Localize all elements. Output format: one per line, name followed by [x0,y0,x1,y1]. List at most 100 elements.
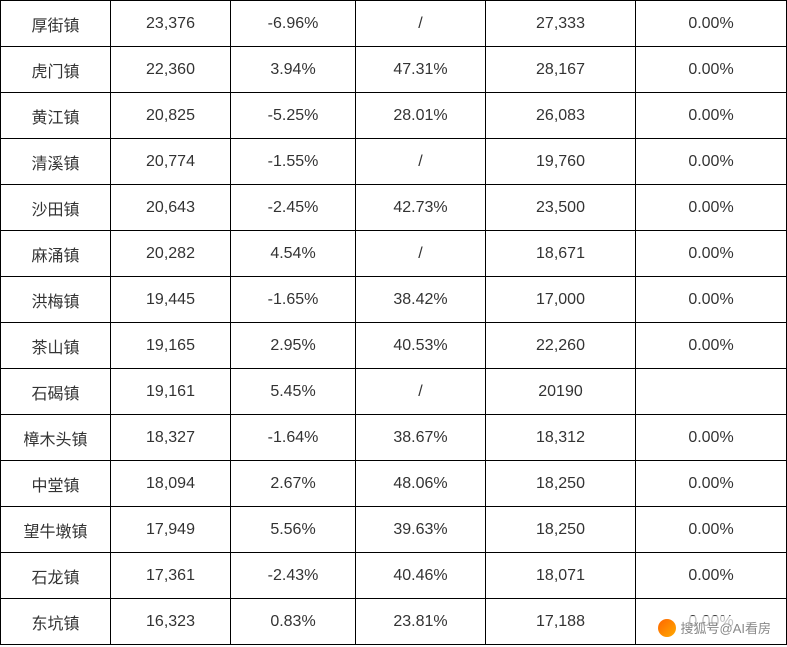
cell-value-1: 18,094 [111,461,231,507]
cell-percent-2: 38.42% [356,277,486,323]
table-row: 樟木头镇18,327-1.64%38.67%18,3120.00% [1,415,787,461]
cell-percent-3: 0.00% [636,1,787,47]
table-row: 沙田镇20,643-2.45%42.73%23,5000.00% [1,185,787,231]
watermark-text: 搜狐号@AI看房 [681,618,771,637]
cell-value-1: 23,376 [111,1,231,47]
cell-town-name: 中堂镇 [1,461,111,507]
cell-value-2: 18,250 [486,461,636,507]
cell-percent-3: 0.00% [636,507,787,553]
cell-percent-1: 3.94% [231,47,356,93]
cell-value-2: 18,312 [486,415,636,461]
cell-percent-1: 5.45% [231,369,356,415]
cell-percent-1: -2.45% [231,185,356,231]
cell-percent-1: -5.25% [231,93,356,139]
cell-town-name: 黄江镇 [1,93,111,139]
cell-percent-1: -1.64% [231,415,356,461]
cell-value-2: 23,500 [486,185,636,231]
cell-value-1: 17,949 [111,507,231,553]
cell-town-name: 麻涌镇 [1,231,111,277]
cell-percent-1: 0.83% [231,599,356,645]
cell-percent-3: 0.00% [636,231,787,277]
cell-town-name: 厚街镇 [1,1,111,47]
cell-value-2: 20190 [486,369,636,415]
cell-percent-2: / [356,139,486,185]
table-row: 洪梅镇19,445-1.65%38.42%17,0000.00% [1,277,787,323]
cell-percent-1: 4.54% [231,231,356,277]
table-row: 麻涌镇20,2824.54%/18,6710.00% [1,231,787,277]
cell-town-name: 石龙镇 [1,553,111,599]
table-body: 厚街镇23,376-6.96%/27,3330.00%虎门镇22,3603.94… [1,1,787,645]
cell-value-2: 18,671 [486,231,636,277]
cell-percent-1: -1.55% [231,139,356,185]
cell-percent-1: -1.65% [231,277,356,323]
cell-value-1: 18,327 [111,415,231,461]
cell-percent-2: 38.67% [356,415,486,461]
cell-town-name: 洪梅镇 [1,277,111,323]
table-row: 黄江镇20,825-5.25%28.01%26,0830.00% [1,93,787,139]
cell-value-2: 18,071 [486,553,636,599]
cell-value-1: 20,282 [111,231,231,277]
cell-value-2: 17,000 [486,277,636,323]
cell-value-2: 19,760 [486,139,636,185]
cell-value-2: 18,250 [486,507,636,553]
cell-value-2: 26,083 [486,93,636,139]
cell-percent-3 [636,369,787,415]
cell-percent-3: 0.00% [636,47,787,93]
cell-percent-2: 23.81% [356,599,486,645]
table-row: 石龙镇17,361-2.43%40.46%18,0710.00% [1,553,787,599]
cell-percent-2: 40.53% [356,323,486,369]
cell-town-name: 石碣镇 [1,369,111,415]
cell-percent-3: 0.00% [636,553,787,599]
table-row: 茶山镇19,1652.95%40.53%22,2600.00% [1,323,787,369]
cell-value-2: 22,260 [486,323,636,369]
cell-percent-2: 39.63% [356,507,486,553]
cell-percent-2: / [356,231,486,277]
cell-percent-1: -2.43% [231,553,356,599]
table-row: 中堂镇18,0942.67%48.06%18,2500.00% [1,461,787,507]
cell-value-1: 17,361 [111,553,231,599]
table-row: 厚街镇23,376-6.96%/27,3330.00% [1,1,787,47]
cell-percent-2: 40.46% [356,553,486,599]
cell-value-2: 17,188 [486,599,636,645]
cell-percent-3: 0.00% [636,415,787,461]
table-row: 石碣镇19,1615.45%/20190 [1,369,787,415]
cell-percent-2: 42.73% [356,185,486,231]
cell-value-1: 20,825 [111,93,231,139]
cell-percent-2: / [356,369,486,415]
table-row: 望牛墩镇17,9495.56%39.63%18,2500.00% [1,507,787,553]
cell-value-1: 16,323 [111,599,231,645]
cell-percent-2: 28.01% [356,93,486,139]
cell-percent-2: 47.31% [356,47,486,93]
cell-percent-1: -6.96% [231,1,356,47]
cell-town-name: 樟木头镇 [1,415,111,461]
cell-percent-1: 2.67% [231,461,356,507]
cell-town-name: 虎门镇 [1,47,111,93]
cell-value-1: 19,161 [111,369,231,415]
data-table: 厚街镇23,376-6.96%/27,3330.00%虎门镇22,3603.94… [0,0,787,645]
cell-value-2: 28,167 [486,47,636,93]
cell-percent-2: / [356,1,486,47]
cell-percent-3: 0.00% [636,185,787,231]
cell-value-1: 20,774 [111,139,231,185]
cell-value-1: 19,165 [111,323,231,369]
cell-value-1: 20,643 [111,185,231,231]
watermark: 搜狐号@AI看房 [652,616,777,639]
cell-town-name: 清溪镇 [1,139,111,185]
cell-value-1: 22,360 [111,47,231,93]
cell-percent-3: 0.00% [636,323,787,369]
table-row: 虎门镇22,3603.94%47.31%28,1670.00% [1,47,787,93]
cell-percent-1: 5.56% [231,507,356,553]
cell-percent-3: 0.00% [636,277,787,323]
cell-percent-1: 2.95% [231,323,356,369]
cell-value-1: 19,445 [111,277,231,323]
table-row: 清溪镇20,774-1.55%/19,7600.00% [1,139,787,185]
cell-percent-3: 0.00% [636,461,787,507]
cell-town-name: 望牛墩镇 [1,507,111,553]
cell-percent-2: 48.06% [356,461,486,507]
sohu-icon [658,619,676,637]
cell-percent-3: 0.00% [636,93,787,139]
cell-town-name: 东坑镇 [1,599,111,645]
cell-percent-3: 0.00% [636,139,787,185]
cell-town-name: 茶山镇 [1,323,111,369]
cell-town-name: 沙田镇 [1,185,111,231]
